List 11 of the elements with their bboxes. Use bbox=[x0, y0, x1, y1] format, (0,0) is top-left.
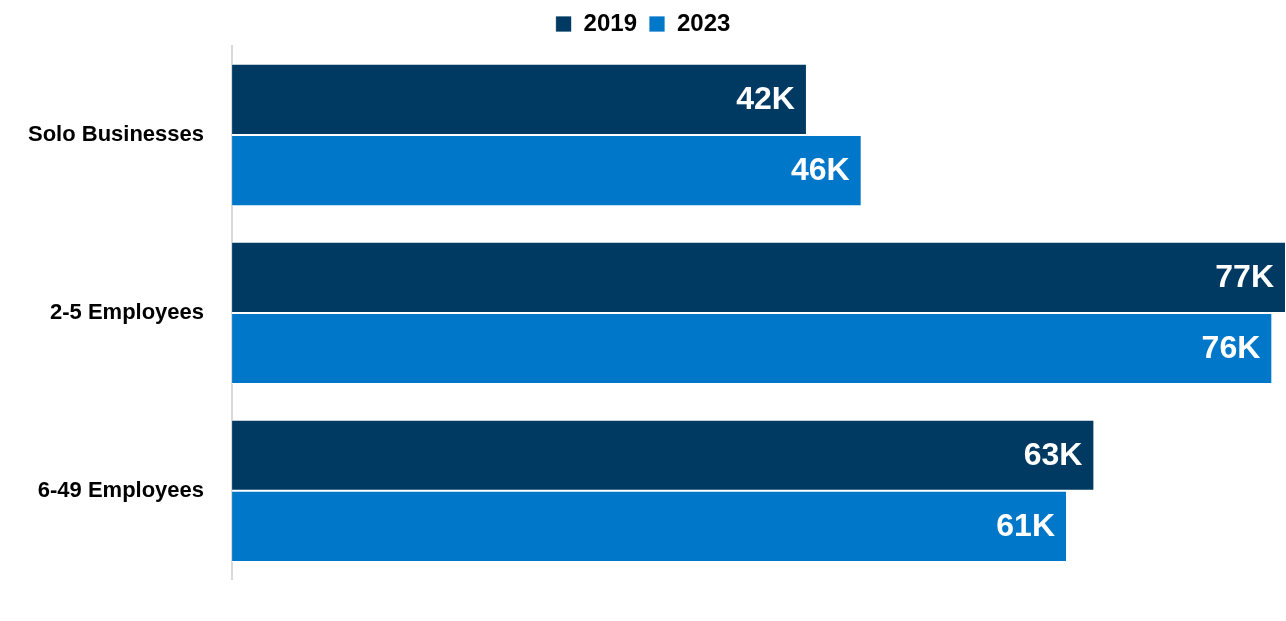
data-label: 77K bbox=[1215, 258, 1274, 295]
y-tick-label: 2-5 Employees bbox=[49, 298, 205, 324]
data-label: 63K bbox=[1023, 436, 1083, 473]
data-label: 76K bbox=[1201, 329, 1261, 366]
legend-label: 2023 bbox=[677, 8, 731, 36]
legend-label: 2019 bbox=[583, 8, 637, 36]
y-tick-label: 6-49 Employees bbox=[37, 476, 205, 502]
data-label: 46K bbox=[790, 151, 850, 188]
data-label: 42K bbox=[736, 80, 795, 117]
data-label: 61K bbox=[996, 507, 1055, 544]
y-tick-label: Solo Businesses bbox=[27, 121, 205, 147]
